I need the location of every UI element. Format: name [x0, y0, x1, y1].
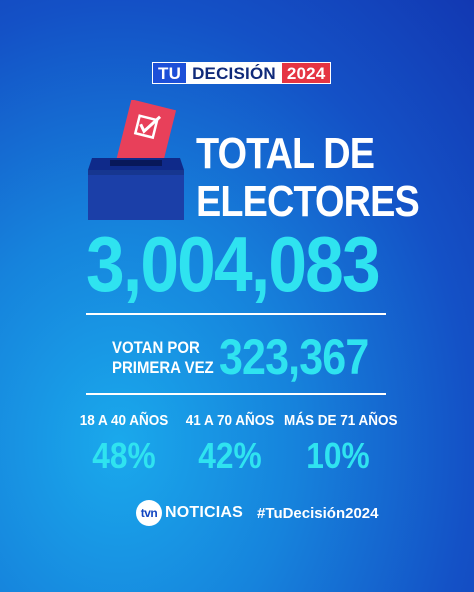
hashtag: #TuDecisión2024	[257, 504, 379, 522]
age-group-18-40: 18 A 40 AÑOS 48%	[64, 412, 184, 476]
age-group-label: 41 A 70 AÑOS	[185, 412, 275, 429]
age-group-41-70: 41 A 70 AÑOS 42%	[170, 412, 290, 476]
brand-tu: TU	[152, 62, 188, 84]
ballot-box-icon	[88, 100, 184, 220]
brand-header: TU DECISIÓN 2024	[152, 62, 332, 84]
age-group-71-plus: MÁS DE 71 AÑOS 10%	[278, 412, 398, 476]
divider-bottom	[86, 393, 386, 395]
divider-top	[86, 313, 386, 315]
age-group-percent: 42%	[198, 435, 262, 476]
first-time-label: VOTAN POR PRIMERA VEZ	[112, 338, 214, 378]
first-time-label-line1: VOTAN POR	[112, 338, 200, 357]
tvn-noticias-logo: tvn NOTICIAS	[136, 500, 243, 526]
headline-line1: TOTAL DE	[196, 129, 375, 178]
tvn-logo-mark: tvn	[136, 500, 162, 526]
age-group-percent: 10%	[306, 435, 370, 476]
first-time-label-line2: PRIMERA VEZ	[112, 358, 214, 377]
headline-line2: ELECTORES	[196, 177, 420, 226]
age-group-percent: 48%	[92, 435, 156, 476]
headline: TOTAL DE ELECTORES	[196, 129, 420, 226]
age-group-label: MÁS DE 71 AÑOS	[284, 412, 398, 429]
brand-year: 2024	[280, 62, 332, 84]
age-group-label: 18 A 40 AÑOS	[79, 412, 169, 429]
first-time-value: 323,367	[219, 329, 369, 385]
footer: tvn NOTICIAS #TuDecisión2024	[136, 500, 379, 526]
total-voters-value: 3,004,083	[86, 220, 381, 308]
tvn-logo-text: NOTICIAS	[165, 504, 244, 521]
brand-decision: DECISIÓN	[187, 62, 281, 84]
